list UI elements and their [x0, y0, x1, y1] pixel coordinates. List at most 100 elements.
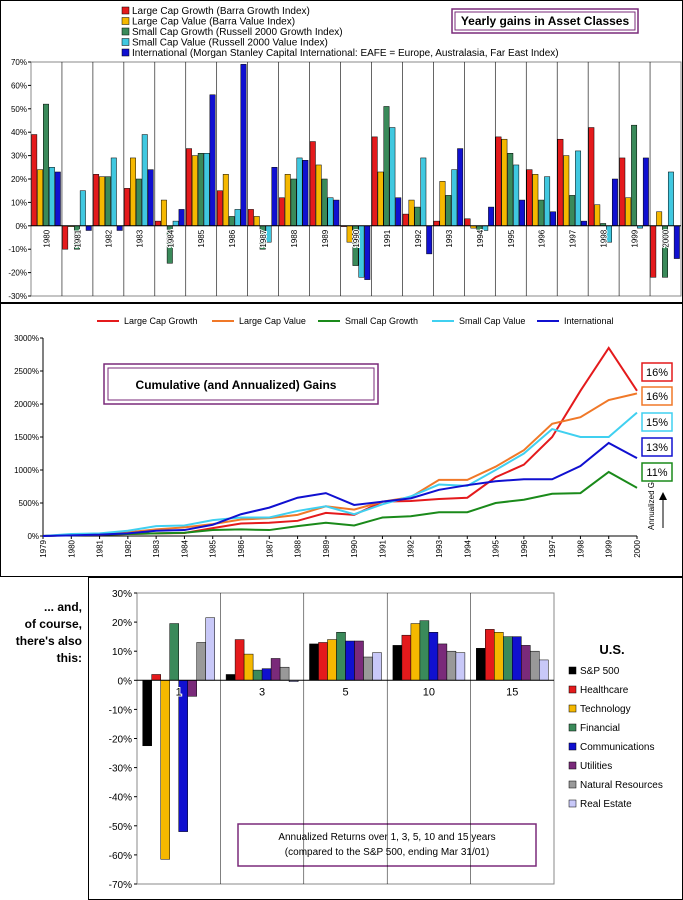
chart1-bar: [37, 169, 44, 227]
chart1-xtick-label: 2000: [662, 229, 671, 247]
chart1-bar: [433, 220, 440, 227]
chart1-bar: [476, 225, 483, 231]
chart2-series-line: [42, 441, 638, 537]
chart1-bar: [581, 220, 587, 227]
chart1-bar: [79, 190, 86, 227]
chart1-bar: [48, 167, 55, 227]
chart1-xtick-label: 1992: [414, 229, 423, 247]
cumulative-gains-chart: Cumulative (and Annualized) Gains Annual…: [14, 316, 673, 558]
chart3-ytick-label: -40%: [109, 793, 132, 804]
chart3-ytick-label: -50%: [109, 822, 132, 833]
chart1-bar: [420, 157, 427, 227]
chart3-bar: [363, 656, 373, 681]
chart1-legend-label: Large Cap Value (Barra Value Index): [132, 17, 295, 28]
chart2-xtick-label: 1995: [492, 539, 501, 557]
chart1-legend-swatch: [121, 17, 130, 25]
chart1-bar: [642, 157, 649, 227]
chart1-xtick-label: 1988: [290, 229, 299, 247]
chart1-bar: [296, 157, 303, 227]
chart2-title-inner-box: [107, 367, 375, 401]
chart1-ytick-label: 60%: [11, 81, 27, 90]
chart1-ytick-label: 10%: [11, 198, 27, 207]
chart1-bar: [253, 216, 260, 227]
chart1-xtick-label: 1996: [538, 229, 547, 247]
chart1-ytick-label: -30%: [8, 292, 27, 301]
chart1-bar: [315, 164, 322, 227]
annualized-value: 16%: [646, 367, 668, 379]
chart2-ytick-label: 1500%: [14, 433, 39, 442]
chart3-bar: [512, 636, 522, 681]
chart1-bar: [588, 127, 595, 227]
chart1-bar: [110, 157, 117, 227]
lead-line-3: there's also: [16, 634, 82, 648]
chart2-xtick-label: 1992: [407, 539, 416, 557]
chart1-bar: [377, 171, 384, 227]
chart1-bar: [389, 127, 396, 227]
chart1-bar: [147, 169, 154, 227]
chart2-xtick-label: 1998: [576, 539, 585, 557]
chart3-bar: [327, 639, 337, 681]
chart1-xtick-label: 1998: [600, 229, 609, 247]
chart1-bar: [402, 213, 409, 227]
chart1-bar: [656, 211, 663, 227]
chart1-xtick-label: 1986: [228, 229, 237, 247]
chart3-bar: [419, 620, 430, 681]
chart3-bar: [318, 642, 328, 681]
chart1-bar: [408, 199, 415, 227]
chart1-bar: [439, 181, 446, 227]
chart1-bar: [186, 148, 192, 227]
chart2-series-line: [42, 470, 638, 537]
chart1-bar: [247, 209, 254, 227]
chart1-bar: [519, 199, 526, 227]
chart1-bar: [611, 178, 618, 227]
chart1-bar: [507, 153, 514, 227]
chart3-legend-swatch: [568, 685, 577, 694]
chart3-bar: [455, 652, 466, 681]
chart1-legend-label: Small Cap Value (Russell 2000 Value Inde…: [132, 38, 328, 49]
chart3-bar: [428, 632, 439, 681]
chart1-bar: [302, 160, 309, 227]
annualized-box: [641, 462, 673, 482]
chart3-bar: [151, 674, 161, 681]
chart1-bar: [85, 225, 92, 231]
chart1-xtick-label: 1999: [631, 229, 640, 247]
chart1-bar: [482, 225, 489, 231]
chart3-bar: [494, 632, 504, 681]
chart1-bar: [124, 188, 131, 227]
chart3-bar: [270, 658, 281, 681]
chart1-title-inner-box: [454, 11, 636, 31]
yearly-gains-chart: Yearly gains in Asset Classes -30% -20% -1…: [8, 6, 682, 301]
chart3-bar: [187, 680, 197, 697]
chart2-xtick-label: 1985: [209, 539, 218, 557]
chart3-legend-label: Natural Resources: [580, 780, 663, 791]
annualized-gains-label: Annualized Gains: [647, 467, 656, 530]
chart2-xtick-label: 1984: [180, 539, 189, 557]
chart3-bar: [503, 636, 513, 681]
chart1-bar: [234, 209, 241, 227]
chart1-ytick-label: 20%: [11, 175, 27, 184]
chart3-xtick-label: 5: [342, 686, 348, 698]
chart2-ytick-label: 1000%: [14, 466, 39, 475]
chart1-xtick-label: 1991: [383, 229, 392, 247]
chart1-bar: [495, 136, 502, 227]
chart1-bar: [594, 204, 601, 227]
chart3-ytick-label: 10%: [112, 647, 132, 658]
chart1-bar: [62, 225, 69, 250]
chart1-bar: [290, 178, 297, 227]
chart2-ytick-label: 3000%: [14, 334, 39, 343]
annualized-value: 13%: [646, 442, 668, 454]
chart1-bar: [563, 155, 570, 227]
chart2-xtick-label: 1986: [237, 539, 246, 557]
chart3-bar: [205, 617, 215, 681]
chart1-xtick-label: 1990: [352, 229, 361, 247]
chart1-bar: [309, 141, 316, 227]
chart1-legend-label: Large Cap Growth (Barra Growth Index): [132, 6, 310, 17]
chart3-bar: [437, 643, 448, 681]
chart1-bar: [569, 195, 576, 227]
chart2-ytick-label: 0%: [27, 532, 39, 541]
chart2-ytick-label: 2000%: [14, 400, 39, 409]
chart3-legend-label: Communications: [580, 742, 654, 753]
chart2-xtick-label: 1993: [435, 539, 444, 557]
chart1-bar: [667, 171, 674, 227]
